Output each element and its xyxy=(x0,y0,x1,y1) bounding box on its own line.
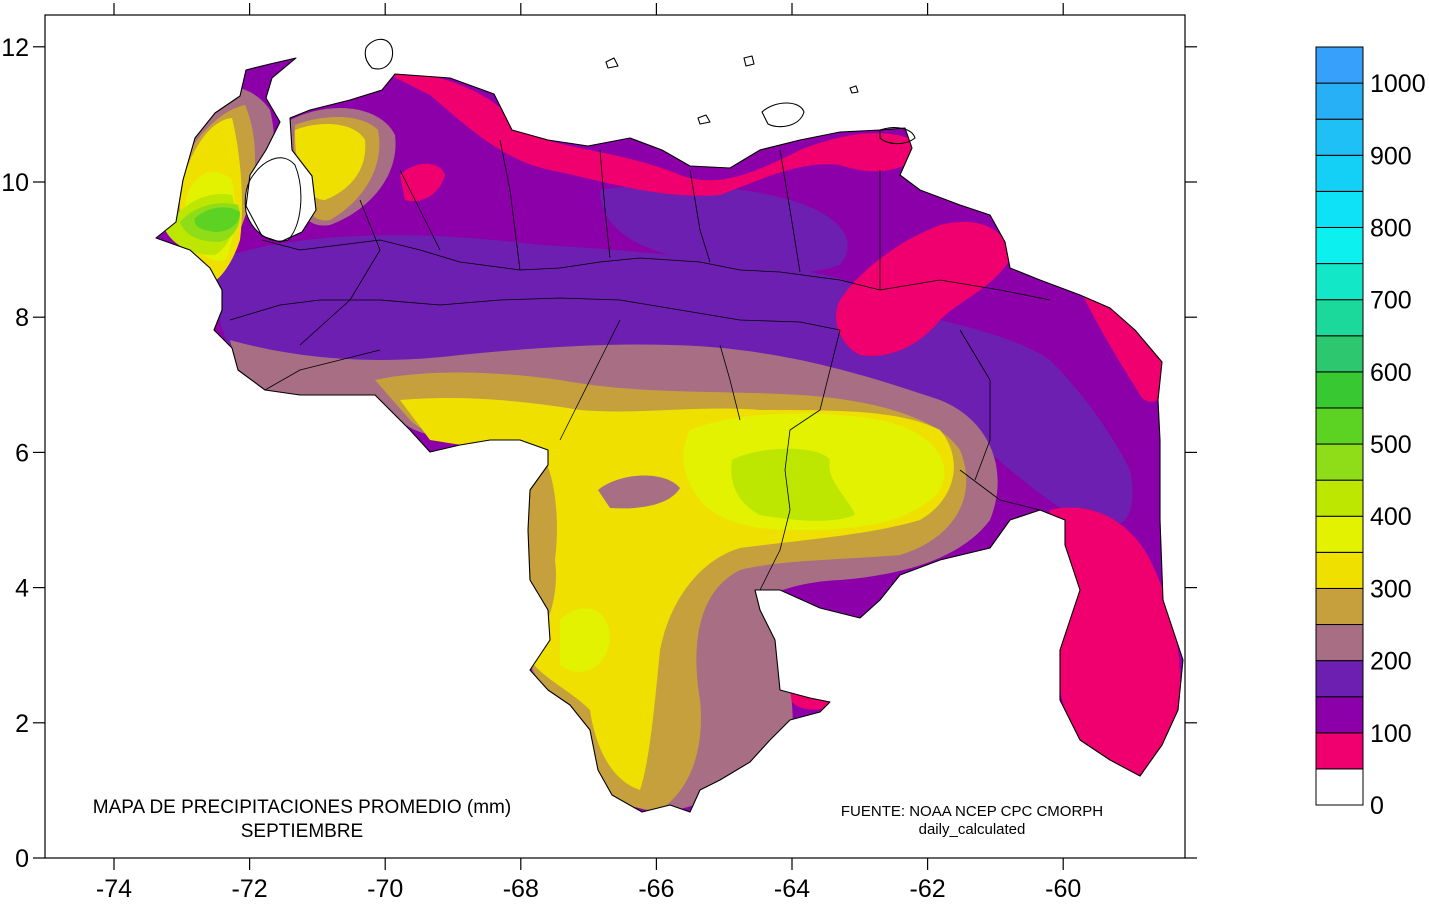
legend-swatch xyxy=(1315,371,1364,409)
legend-swatch xyxy=(1315,226,1364,265)
legend-swatch xyxy=(1315,624,1364,662)
legend-swatch xyxy=(1315,732,1364,770)
legend-label: 600 xyxy=(1370,359,1412,387)
y-tick-label: 4 xyxy=(15,575,29,603)
x-tick-label: -66 xyxy=(638,875,674,903)
y-tick-label: 2 xyxy=(15,710,29,738)
legend-swatch xyxy=(1315,46,1364,84)
islands xyxy=(364,38,916,145)
legend-swatch xyxy=(1315,660,1364,698)
legend-label: 500 xyxy=(1370,431,1412,459)
field-500-550-northwest xyxy=(194,207,240,232)
x-tick-label: -74 xyxy=(96,875,132,903)
field-50-100-coast xyxy=(1080,290,1170,402)
y-tick-label: 8 xyxy=(15,304,29,332)
state-boundaries xyxy=(229,139,1051,591)
x-axis: -74 -72 -70 -68 -66 -64 -62 -60 xyxy=(96,3,1081,903)
field-200-250-south-spot xyxy=(598,475,680,509)
map-title: MAPA DE PRECIPITACIONES PROMEDIO (mm) xyxy=(93,797,511,818)
y-tick-label: 0 xyxy=(15,845,29,873)
legend-label: 400 xyxy=(1370,503,1412,531)
legend-label: 300 xyxy=(1370,575,1412,603)
island-outline xyxy=(879,127,916,145)
legend-swatch xyxy=(1315,587,1364,626)
legend-label: 0 xyxy=(1370,792,1384,820)
field-50-100-east xyxy=(836,221,1010,356)
y-axis: 0 2 4 6 8 10 12 xyxy=(1,34,1197,873)
legend-swatch xyxy=(1315,768,1364,806)
legend-swatch xyxy=(1315,335,1364,373)
island-outline xyxy=(849,85,859,94)
island-outline xyxy=(364,38,394,70)
legend-swatch xyxy=(1315,696,1364,734)
legend-swatch xyxy=(1315,443,1364,481)
x-tick-label: -70 xyxy=(367,875,403,903)
x-tick-label: -62 xyxy=(910,875,946,903)
field-400-450 xyxy=(731,448,855,521)
x-tick-label: -68 xyxy=(503,875,539,903)
source-product-label: daily_calculated xyxy=(919,821,1026,838)
y-tick-label: 12 xyxy=(1,34,29,62)
legend-label: 200 xyxy=(1370,648,1412,676)
legend-label: 800 xyxy=(1370,214,1412,242)
y-tick-label: 6 xyxy=(15,439,29,467)
legend-swatch xyxy=(1315,551,1364,589)
field-50-100-north xyxy=(380,70,930,196)
island-outline xyxy=(605,57,619,69)
field-50-100-southeast xyxy=(1048,507,1181,783)
island-outline xyxy=(743,55,755,67)
plot-frame xyxy=(44,14,1186,859)
legend-swatch xyxy=(1315,190,1364,228)
legend-label: 700 xyxy=(1370,287,1412,315)
legend-label: 900 xyxy=(1370,142,1412,170)
map-frame xyxy=(44,14,1186,859)
x-tick-label: -60 xyxy=(1045,875,1081,903)
legend-swatch xyxy=(1315,118,1364,156)
island-outline xyxy=(697,114,711,125)
x-tick-label: -72 xyxy=(232,875,268,903)
legend-swatch xyxy=(1315,407,1364,445)
legend-label: 100 xyxy=(1370,720,1412,748)
x-tick-label: -64 xyxy=(774,875,810,903)
island-outline xyxy=(761,102,805,128)
legend-swatch xyxy=(1315,299,1364,337)
field-350-400-south xyxy=(560,608,610,672)
map-subtitle: SEPTIEMBRE xyxy=(241,821,363,842)
legend-swatch xyxy=(1315,82,1364,120)
legend-swatch xyxy=(1315,154,1364,192)
legend: 0 100 200 300 400 500 600 700 800 900 1000 xyxy=(1315,46,1426,820)
legend-label: 1000 xyxy=(1370,70,1426,98)
y-tick-label: 10 xyxy=(1,169,29,197)
legend-swatch xyxy=(1315,479,1364,517)
legend-swatch xyxy=(1315,515,1364,553)
legend-swatch xyxy=(1315,263,1364,301)
field-150-200-north xyxy=(600,184,848,273)
source-label: FUENTE: NOAA NCEP CPC CMORPH xyxy=(841,803,1103,820)
